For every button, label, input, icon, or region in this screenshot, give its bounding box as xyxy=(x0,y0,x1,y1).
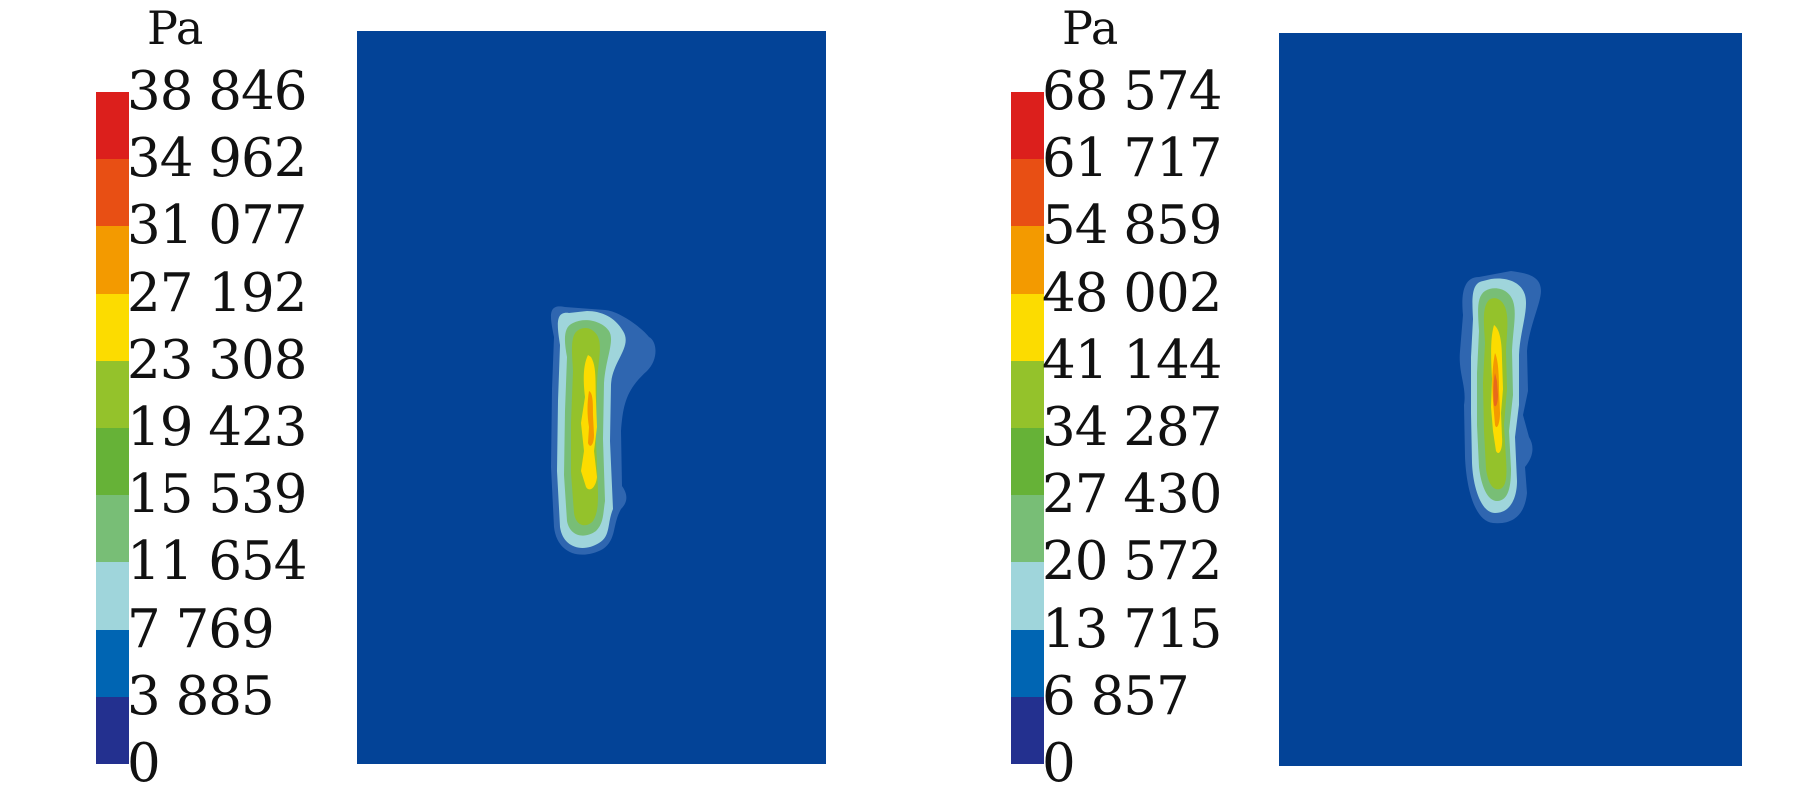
legend-swatch xyxy=(1011,629,1044,697)
tick-label: 41 144 xyxy=(1042,329,1222,391)
legend-swatch xyxy=(96,159,129,227)
legend-swatch xyxy=(96,293,129,361)
tick-label: 13 715 xyxy=(1042,598,1222,660)
legend-swatch xyxy=(1011,159,1044,227)
legend-swatch xyxy=(1011,360,1044,428)
right-color-legend xyxy=(1011,92,1044,764)
legend-swatch xyxy=(1011,696,1044,764)
left-panel: Pa 38 846 34 962 31 077 27 192 23 308 19 423 1… xyxy=(0,0,900,794)
left-contour-6 xyxy=(587,391,594,446)
tick-label: 0 xyxy=(1042,733,1076,794)
legend-swatch xyxy=(96,629,129,697)
tick-label: 3 885 xyxy=(127,665,275,727)
tick-label: 19 423 xyxy=(127,397,307,458)
legend-swatch xyxy=(96,92,129,160)
tick-label: 48 002 xyxy=(1042,262,1222,324)
legend-swatch xyxy=(96,562,129,630)
tick-label: 34 962 xyxy=(127,128,307,190)
legend-swatch xyxy=(1011,92,1044,160)
tick-label: 7 769 xyxy=(127,598,275,660)
tick-label: 34 287 xyxy=(1042,397,1222,458)
tick-label: 11 654 xyxy=(127,531,307,593)
left-unit-label: Pa xyxy=(147,1,204,55)
legend-swatch xyxy=(1011,428,1044,496)
right-pressure-field xyxy=(1279,33,1742,766)
tick-label: 27 430 xyxy=(1042,464,1222,526)
left-color-legend xyxy=(96,92,129,764)
tick-label: 23 308 xyxy=(127,329,307,391)
tick-label: 61 717 xyxy=(1042,128,1222,190)
legend-swatch xyxy=(96,428,129,496)
tick-label: 20 572 xyxy=(1042,531,1222,593)
legend-swatch xyxy=(96,226,129,294)
legend-swatch xyxy=(1011,226,1044,294)
legend-swatch xyxy=(1011,293,1044,361)
tick-label: 0 xyxy=(127,733,161,794)
legend-swatch xyxy=(96,360,129,428)
legend-swatch xyxy=(1011,495,1044,563)
tick-label: 38 846 xyxy=(127,61,307,122)
legend-swatch xyxy=(96,495,129,563)
tick-label: 54 859 xyxy=(1042,195,1222,257)
legend-swatch xyxy=(96,696,129,764)
tick-label: 6 857 xyxy=(1042,665,1190,727)
legend-swatch xyxy=(1011,562,1044,630)
right-panel: Pa 68 574 61 717 54 859 48 002 41 144 34 287 2… xyxy=(900,0,1819,794)
tick-label: 68 574 xyxy=(1042,61,1222,122)
left-pressure-field xyxy=(357,31,826,764)
tick-label: 27 192 xyxy=(127,262,307,324)
right-unit-label: Pa xyxy=(1062,1,1119,55)
tick-label: 15 539 xyxy=(127,464,307,526)
tick-label: 31 077 xyxy=(127,195,307,257)
right-contour-7 xyxy=(1493,373,1498,407)
